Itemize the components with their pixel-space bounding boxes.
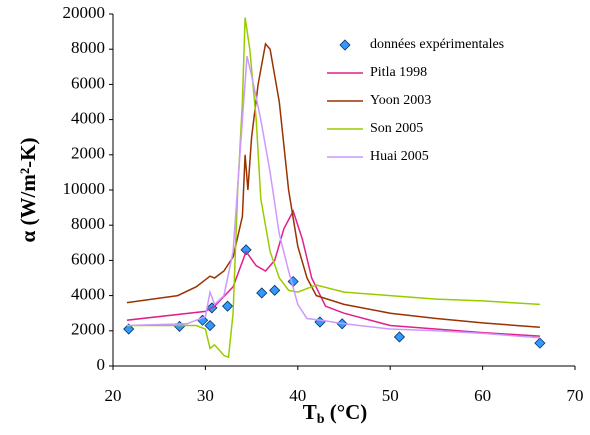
data-point [240, 244, 252, 256]
y-tick-label: 8000 [71, 214, 105, 233]
data-point [534, 337, 546, 349]
x-tick-label: 40 [289, 386, 306, 405]
y-tick-label: 2000 [71, 320, 105, 339]
y-tick-label: 0 [97, 355, 106, 374]
y-tick-label: 6000 [71, 249, 105, 268]
y-tick-label: 4000 [71, 109, 105, 128]
legend-entry: Yoon 2003 [370, 93, 431, 108]
legend-entry: données expérimentales [370, 37, 504, 52]
x-label-unit: (°C) [325, 400, 368, 424]
legend-entry: Huai 2005 [370, 149, 429, 164]
legend-symbol [339, 39, 351, 51]
data-point [123, 323, 135, 335]
y-tick-label: 2000 [71, 144, 105, 163]
legend-entry: Pitla 1998 [370, 65, 427, 80]
data-point [204, 319, 216, 332]
y-tick-label: 10000 [63, 179, 106, 198]
y-tick-label: 6000 [71, 73, 105, 92]
legend-entry: Son 2005 [370, 121, 423, 136]
series-line [126, 17, 540, 359]
x-axis-label: Tb (°C) [303, 400, 368, 427]
x-tick-label: 60 [474, 386, 491, 405]
data-point [256, 287, 268, 299]
data-point [393, 331, 406, 343]
y-tick-label: 8000 [71, 38, 105, 57]
x-tick-label: 70 [567, 386, 584, 405]
series-line [126, 42, 540, 329]
y-tick-label: 4000 [71, 285, 105, 304]
y-axis-label: α (W/m²-K) [16, 138, 40, 243]
data-point [269, 284, 281, 296]
y-tick-label: 20000 [63, 3, 106, 22]
x-label-sub: b [317, 412, 325, 427]
series-line [126, 209, 540, 337]
series-line [126, 56, 540, 339]
x-tick-label: 30 [197, 386, 214, 405]
data-point [314, 316, 326, 328]
x-tick-label: 50 [382, 386, 399, 405]
x-tick-label: 20 [105, 386, 122, 405]
data-point [222, 300, 234, 312]
x-label-main: T [303, 400, 317, 424]
data-point [173, 320, 186, 332]
